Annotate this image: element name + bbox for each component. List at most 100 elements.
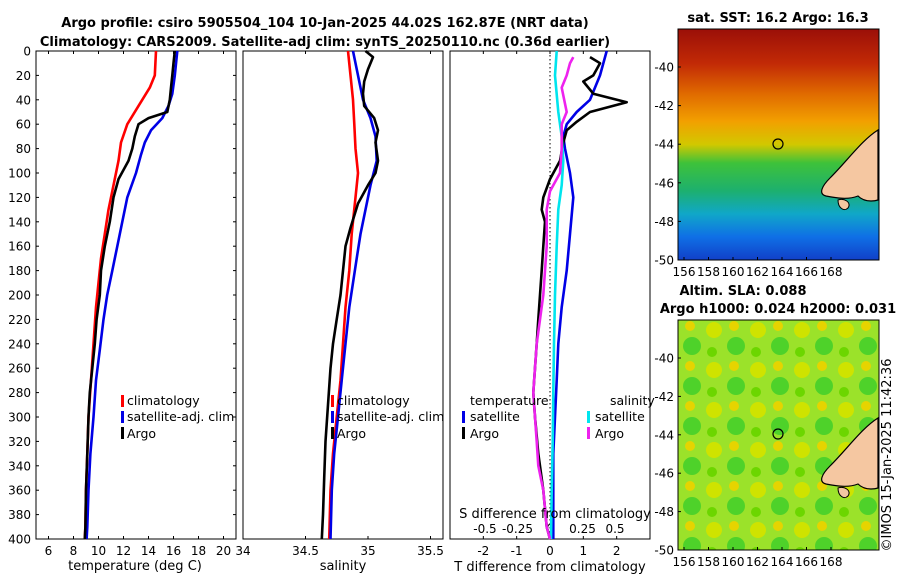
legend-climatology: climatology: [127, 393, 200, 408]
salinity-difference-axis: -0.5 -0.25 0 0.25 0.5: [473, 522, 624, 536]
legend-swatch-climatology: [121, 395, 124, 407]
sla-lat-axis: -40 -42 -44 -46 -48 -50: [654, 352, 681, 558]
lat-tick-label: -46: [654, 176, 674, 190]
series-line-s-satellite: [549, 50, 565, 540]
depth-tick-label: 80: [16, 142, 31, 156]
depth-tick-label: 260: [8, 362, 31, 376]
s-diff-tick-label: -0.5: [473, 522, 496, 536]
legend-swatch-t-satellite: [462, 411, 465, 423]
lat-tick-label: -44: [654, 138, 674, 152]
salinity-series: [320, 49, 380, 540]
depth-tick-label: 220: [8, 313, 31, 327]
lon-tick-label: 156: [673, 265, 696, 279]
legend-swatch-argo: [331, 427, 334, 439]
depth-tick-label: 300: [8, 411, 31, 425]
legend-swatch-s-satellite: [587, 411, 590, 423]
s-diff-tick-label: 0.25: [569, 522, 596, 536]
lat-tick-label: -42: [654, 99, 674, 113]
temperature-xlabel: temperature (deg C): [68, 559, 202, 574]
x-tick-label: 1: [580, 544, 588, 558]
temperature-series: [83, 50, 179, 540]
legend-argo: Argo: [127, 426, 156, 441]
x-tick-label: 12: [116, 544, 131, 558]
lon-tick-label: 168: [820, 555, 843, 569]
x-tick-label: 18: [191, 544, 206, 558]
legend-t-satellite: satellite: [470, 409, 520, 424]
depth-tick-label: 120: [8, 191, 31, 205]
legend-s-argo: Argo: [595, 426, 624, 441]
figure-title-line2: Climatology: CARS2009. Satellite-adj cli…: [40, 35, 610, 50]
lon-tick-label: 166: [795, 265, 818, 279]
lat-tick-label: -42: [654, 390, 674, 404]
legend-climatology: climatology: [337, 393, 410, 408]
difference-legend: temperature satellite Argo salinity sate…: [462, 393, 655, 441]
series-line-argo: [320, 49, 380, 540]
x-tick-label: -2: [477, 544, 489, 558]
sst-lat-axis: -40 -42 -44 -46 -48 -50: [654, 61, 681, 268]
depth-tick-label: 340: [8, 459, 31, 473]
lat-tick-label: -50: [654, 544, 674, 558]
series-line-satellite-adj-clim: [329, 50, 379, 540]
temperature-panel: 0204060801001201401601802002202402602803…: [8, 45, 650, 574]
depth-tick-label: 20: [16, 69, 31, 83]
sst-lon-axis: 156 158 160 162 164 166 168: [673, 257, 842, 279]
x-tick-label: 10: [91, 544, 106, 558]
legend-salinity-title: salinity: [610, 393, 655, 408]
x-tick-label: 8: [70, 544, 78, 558]
difference-x-axis: -2 -1 0 1 2: [477, 51, 620, 558]
x-tick-label: 35.5: [417, 544, 444, 558]
depth-tick-label: 240: [8, 337, 31, 351]
lon-tick-label: 160: [722, 555, 745, 569]
figure-title-line1: Argo profile: csiro 5905504_104 10-Jan-2…: [61, 16, 588, 31]
legend-argo: Argo: [337, 426, 366, 441]
depth-tick-label: 180: [8, 264, 31, 278]
legend-t-argo: Argo: [470, 426, 499, 441]
sla-field: [678, 320, 879, 550]
x-tick-label: 14: [141, 544, 156, 558]
lat-tick-label: -46: [654, 467, 674, 481]
depth-tick-label: 320: [8, 435, 31, 449]
lat-tick-label: -40: [654, 352, 674, 366]
s-diff-tick-label: 0.5: [605, 522, 624, 536]
difference-xlabel: T difference from climatology: [453, 560, 646, 575]
series-line-t-satellite: [551, 50, 608, 539]
legend-swatch-climatology: [331, 395, 334, 407]
temperature-legend: climatology satellite-adj. clim Argo: [121, 393, 234, 441]
lat-tick-label: -50: [654, 254, 674, 268]
salinity-axes: [242, 50, 444, 540]
sla-argo-marker: [772, 428, 784, 440]
x-tick-label: 6: [45, 544, 53, 558]
lon-tick-label: 158: [697, 555, 720, 569]
sst-field: [678, 29, 879, 260]
legend-satellite: satellite-adj. clim: [127, 409, 234, 424]
difference-panel: -2 -1 0 1 2 -0.5 -0.25 0 0.25 0.5 S difference f…: [449, 50, 655, 575]
depth-tick-label: 400: [8, 533, 31, 547]
x-tick-label: 34.5: [292, 544, 319, 558]
lon-tick-label: 156: [673, 555, 696, 569]
sla-map: Altim. SLA: 0.088 Argo h1000: 0.024 h200…: [654, 284, 896, 569]
legend-swatch-t-argo: [462, 427, 465, 439]
lon-tick-label: 164: [771, 555, 794, 569]
sla-island: [837, 487, 850, 499]
series-line-s-argo: [531, 56, 575, 540]
difference-top-xlabel: S difference from climatology: [459, 507, 651, 522]
sst-map: sat. SST: 16.2 Argo: 16.3 -40-42-44-46-4…: [654, 11, 880, 279]
series-line-argo: [83, 50, 177, 540]
lon-tick-label: 164: [771, 265, 794, 279]
depth-tick-label: 60: [16, 118, 31, 132]
sla-map-title1: Altim. SLA: 0.088: [680, 284, 807, 299]
depth-tick-label: 0: [23, 45, 31, 59]
legend-swatch-satellite: [331, 411, 334, 423]
sst-argo-marker: [772, 138, 784, 150]
x-tick-label: -1: [511, 544, 523, 558]
salinity-x-axis: 34 34.5 35 35.5: [235, 51, 444, 558]
imos-timestamp: ©IMOS 15-Jan-2025 11:42:36: [880, 359, 895, 552]
salinity-panel: 34 34.5 35 35.5 salinity climatology satell…: [235, 49, 444, 574]
x-tick-label: 2: [613, 544, 621, 558]
difference-series: [531, 50, 629, 540]
depth-tick-label: 380: [8, 508, 31, 522]
depth-tick-label: 280: [8, 386, 31, 400]
depth-tick-label: 360: [8, 484, 31, 498]
x-tick-label: 35: [360, 544, 375, 558]
